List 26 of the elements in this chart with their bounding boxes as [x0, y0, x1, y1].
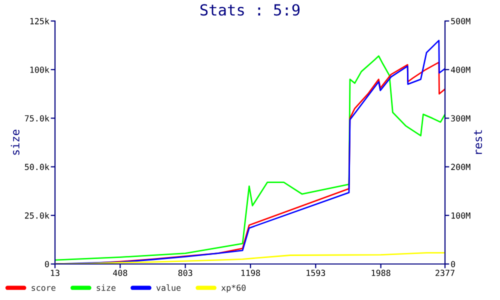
y-axis-title: size: [10, 130, 20, 155]
x-tick-label: 1198: [241, 270, 260, 276]
x-tick-label: 2377: [436, 270, 454, 276]
legend-label: size: [96, 284, 116, 291]
y2-tick-label: 0: [451, 261, 456, 268]
y-tick-label: 50.0k: [24, 164, 50, 170]
y-tick-label: 25.0k: [24, 212, 50, 219]
chart-title: Stats : 5:9: [200, 4, 300, 16]
y-tick-label: 75.0k: [24, 115, 50, 122]
y2-tick-label: 100M: [452, 212, 470, 219]
x-tick-label: 13: [50, 270, 60, 276]
y-tick-label: 100k: [30, 66, 50, 73]
x-tick-label: 1988: [372, 270, 390, 276]
legend-label: value: [156, 284, 181, 291]
legend-label: score: [32, 286, 56, 291]
y-tick-label: 125k: [30, 18, 50, 24]
x-tick-label: 803: [178, 270, 192, 276]
y2-axis-title: rest: [474, 130, 482, 154]
y2-tick-label: 300M: [451, 115, 470, 122]
y2-tick-label: 400M: [450, 66, 470, 73]
y2-tick-label: 200M: [451, 164, 470, 170]
y2-tick-label: 500M: [451, 18, 470, 24]
legend-label: xp*60: [221, 284, 246, 292]
x-tick-label: 1593: [306, 270, 326, 276]
y-tick-label: 0: [44, 261, 49, 268]
x-tick-label: 408: [113, 270, 128, 276]
